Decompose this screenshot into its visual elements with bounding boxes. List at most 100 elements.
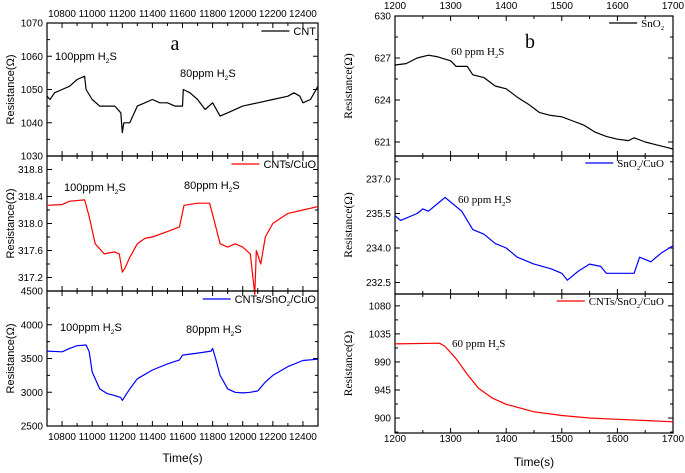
x-tick-label: 12400 [289, 432, 317, 443]
top-x-tick-label: 12200 [259, 9, 287, 20]
x-tick-label: 11200 [109, 432, 137, 443]
chart-b: 1200 1300 1400 1500 1600 1700 1200 1300 1400 1500… [343, 1, 685, 469]
top-x-tick-label: 10800 [48, 9, 76, 20]
y-tick-label: 624 [374, 96, 391, 107]
series-line-cnt [46, 75, 319, 134]
legend-label: CNTs/SnO2/CuO [235, 294, 317, 308]
x-axis-label: Time(s) [514, 455, 554, 469]
y-tick-label: 630 [374, 12, 391, 23]
gas-annotation: 100ppm H2S [60, 322, 122, 336]
x-tick-label: 1500 [551, 434, 574, 445]
x-tick-label: 1700 [662, 434, 685, 445]
x-tick-label: 12000 [229, 432, 257, 443]
subplot-2: 317.2 317.6 318.0 318.4 318.8 Resistance(Ω) CN… [5, 155, 319, 295]
y-tick-label: 4000 [21, 320, 44, 331]
x-tick-label: 12200 [259, 432, 287, 443]
y-tick-label: 317.2 [18, 273, 43, 284]
y-tick-label: 318.8 [18, 165, 43, 176]
y-tick-label: 1030 [21, 152, 44, 163]
top-x-tick-label: 1400 [495, 1, 518, 12]
x-tick-label: 11600 [169, 432, 197, 443]
subplot-2: 232.5 234.0 235.5 237.0 Resistance(Ω) SnO2/Cu… [343, 155, 674, 295]
y-tick-label: 621 [374, 138, 391, 149]
y-tick-label: 317.6 [18, 246, 43, 257]
y-tick-label: 945 [374, 385, 391, 396]
subplot-3: 900 945 990 1035 1080 Resistance(Ω) CNTs/SnO2/… [343, 293, 674, 434]
gas-annotation: 80ppm H2S [186, 324, 242, 338]
x-tick-label: 11400 [139, 432, 167, 443]
gas-annotation: 100ppm H2S [64, 182, 126, 196]
top-x-tick-label: 12400 [289, 9, 317, 20]
top-x-tick-label: 11200 [109, 9, 137, 20]
legend-label: CNTs/SnO2/CuO [589, 296, 664, 310]
y-tick-label: 2500 [21, 422, 44, 433]
y-axis-label: Resistance(Ω) [343, 192, 355, 258]
y-tick-label: 237.0 [366, 175, 391, 186]
plot-frame [46, 290, 319, 427]
y-axis-label: Resistance(Ω) [5, 324, 17, 394]
gas-annotation: 100ppm H2S [55, 51, 117, 65]
top-x-tick-label: 11800 [199, 9, 227, 20]
legend-label: SnO2 [641, 18, 664, 32]
legend-label: SnO2/CuO [617, 158, 664, 172]
x-tick-label: 11000 [79, 432, 107, 443]
gas-annotation: 60 ppm H2S [452, 338, 505, 352]
x-tick-label: 1400 [495, 434, 518, 445]
plot-frame [46, 22, 319, 157]
top-x-tick-label: 1700 [662, 1, 685, 12]
y-tick-label: 1060 [21, 52, 44, 63]
y-axis-label: Resistance(Ω) [343, 331, 355, 397]
y-tick-label: 1080 [369, 301, 392, 312]
y-tick-label: 627 [374, 54, 391, 65]
gas-annotation: 60 ppm H2S [451, 46, 504, 60]
x-tick-label: 1200 [384, 434, 407, 445]
y-tick-label: 232.5 [366, 278, 391, 289]
legend-label: CNT [293, 26, 316, 38]
y-tick-label: 235.5 [366, 209, 391, 220]
y-tick-label: 3500 [21, 354, 44, 365]
x-tick-label: 10800 [48, 432, 76, 443]
panel-letter: b [525, 31, 535, 53]
series-line-snocuo [394, 196, 674, 281]
y-tick-label: 318.4 [18, 192, 43, 203]
series-line-cntssnocuo [394, 342, 674, 423]
top-x-tick-label: 1300 [439, 1, 462, 12]
subplot-3: 2500 3000 3500 4000 4500 Resistance(Ω) CNTs/Sn… [5, 287, 319, 433]
y-tick-label: 900 [374, 414, 391, 425]
series-line-cntscuo [46, 199, 319, 295]
y-tick-label: 1035 [369, 329, 392, 340]
y-tick-label: 990 [374, 357, 391, 368]
y-tick-label: 3000 [21, 388, 44, 399]
top-x-tick-label: 1200 [384, 1, 407, 12]
subplot-1: 1030 1040 1050 1060 1070 Resistance(Ω) CNT 100p… [5, 19, 319, 163]
top-x-tick-label: 12000 [229, 9, 257, 20]
top-x-tick-label: 11400 [139, 9, 167, 20]
y-tick-label: 1040 [21, 118, 44, 129]
subplot-1: 621 624 627 630 Resistance(Ω) SnO2 60 ppm H2S [343, 12, 674, 157]
gas-annotation: 60 ppm H2S [458, 194, 511, 208]
y-tick-label: 1050 [21, 85, 44, 96]
panel-letter: a [171, 33, 180, 55]
top-x-tick-label: 1600 [606, 1, 629, 12]
top-x-tick-label: 1500 [551, 1, 574, 12]
legend-label: CNTs/CuO [263, 159, 316, 171]
y-tick-label: 4500 [21, 287, 44, 298]
x-tick-label: 1300 [439, 434, 462, 445]
x-axis-label: Time(s) [162, 451, 202, 465]
plot-frame [46, 155, 319, 292]
y-axis-label: Resistance(Ω) [343, 53, 355, 119]
x-tick-label: 1600 [606, 434, 629, 445]
series-line-cntssnocuo [46, 344, 319, 401]
chart-a: 10800 11000 11200 11400 11600 11800 12000 12200… [5, 9, 319, 465]
y-tick-label: 234.0 [366, 244, 391, 255]
x-tick-label: 11800 [199, 432, 227, 443]
top-x-tick-label: 11600 [169, 9, 197, 20]
y-tick-label: 318.0 [18, 219, 43, 230]
y-axis-label: Resistance(Ω) [5, 189, 17, 259]
y-tick-label: 1070 [21, 19, 44, 30]
gas-annotation: 80ppm H2S [184, 180, 240, 194]
series-line-sno [394, 54, 674, 150]
top-x-tick-label: 11000 [79, 9, 107, 20]
gas-annotation: 80ppm H2S [180, 68, 236, 82]
